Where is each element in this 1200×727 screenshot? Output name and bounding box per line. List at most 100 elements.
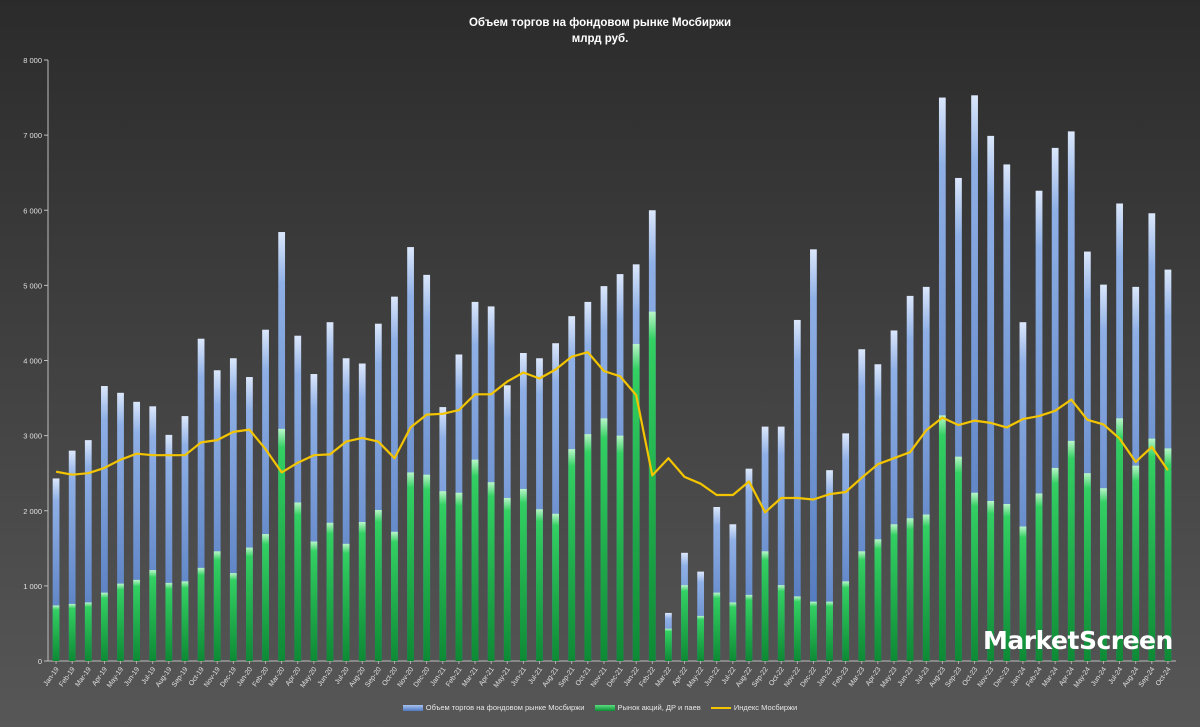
y-tick-label: 8 000 (23, 56, 42, 65)
bar-total-volume (229, 358, 237, 661)
bar-equities (294, 502, 302, 661)
bar-total-volume (52, 478, 60, 661)
bar-equities (793, 596, 801, 661)
bar-equities (971, 492, 978, 661)
watermark-logo: MarketScreen (983, 626, 1173, 655)
bar-equities (1083, 473, 1091, 661)
bar-equities (310, 541, 318, 661)
bar-total-volume (1019, 322, 1027, 661)
bar-equities (342, 543, 350, 661)
bar-total-volume (971, 95, 978, 662)
y-tick-label: 0 (38, 657, 42, 666)
bar-equities (536, 509, 543, 661)
legend-swatch-total-volume (402, 705, 423, 712)
bar-equities (181, 581, 189, 661)
legend-label-moex-index: Индекс Мосбиржи (733, 703, 798, 712)
bar-equities (519, 488, 527, 661)
y-tick-label: 3 000 (23, 432, 42, 441)
bar-total-volume (358, 363, 366, 661)
line-moex-index (55, 351, 1169, 514)
bar-equities (455, 492, 463, 661)
bar-equities (955, 456, 962, 661)
bar-equities (278, 428, 286, 661)
bar-equities (326, 522, 334, 661)
bar-equities (407, 472, 414, 661)
bar-equities (874, 539, 882, 661)
bar-total-volume (101, 386, 108, 661)
bar-equities (1003, 503, 1011, 661)
bar-equities (842, 581, 850, 661)
bar-equities (922, 514, 930, 661)
legend-item-total-volume: Объем торгов на фондовом рынке Мосбиржи (402, 703, 584, 712)
bar-equities (697, 615, 705, 661)
bar-equities (648, 311, 656, 661)
bar-total-volume (874, 364, 882, 661)
bar-equities (632, 343, 640, 661)
bar-total-volume (890, 330, 898, 661)
chart-subtitle: млрд руб. (571, 33, 629, 45)
bar-total-volume (761, 426, 769, 661)
bar-equities (487, 482, 495, 661)
bar-equities (745, 594, 753, 661)
chart-title: Объем торгов на фондовом рынке Мосбиржи (468, 17, 732, 29)
bar-equities (729, 602, 737, 661)
bar-total-volume (938, 97, 946, 661)
bar-equities (1116, 418, 1123, 661)
bar-equities (149, 570, 157, 661)
bar-total-volume (729, 524, 737, 661)
bar-total-volume (310, 374, 318, 661)
bar-total-volume (922, 286, 930, 661)
bar-total-volume (826, 470, 833, 661)
bar-equities (890, 524, 898, 661)
bar-total-volume (552, 343, 559, 661)
bar-total-volume (117, 392, 124, 661)
bar-equities (423, 474, 431, 661)
bar-total-volume (1003, 164, 1011, 661)
bar-equities (68, 603, 76, 661)
bar-total-volume (987, 135, 995, 662)
y-tick-label: 2 000 (23, 507, 42, 516)
bar-total-volume (407, 247, 414, 661)
bar-total-volume (955, 177, 962, 662)
bar-equities (777, 585, 785, 661)
y-tick-label: 7 000 (23, 131, 42, 140)
bar-equities (1051, 467, 1059, 661)
bar-equities (52, 605, 60, 661)
y-tick-label: 5 000 (23, 281, 42, 290)
bar-total-volume (906, 295, 914, 661)
bar-total-volume (342, 358, 350, 661)
bar-equities (665, 628, 672, 661)
bar-equities (471, 459, 479, 661)
legend-item-moex-index: Индекс Мосбиржи (710, 703, 798, 712)
bar-equities (681, 585, 688, 661)
bar-equities (1132, 465, 1140, 661)
bar-equities (810, 601, 817, 661)
bar-total-volume (374, 323, 382, 661)
bar-equities (229, 573, 237, 661)
bar-equities (374, 509, 382, 661)
legend-item-equities: Рынок акций, ДР и паев (594, 703, 701, 712)
bar-total-volume (294, 335, 302, 661)
legend: Объем торгов на фондовом рынке Мосбиржи … (0, 703, 1200, 712)
bar-total-volume (1148, 213, 1156, 661)
bar-equities (84, 602, 92, 661)
bar-total-volume (423, 274, 431, 661)
bar-total-volume (181, 416, 189, 661)
bar-equities (906, 518, 914, 661)
bar-total-volume (68, 450, 76, 661)
bar-total-volume (1083, 251, 1091, 661)
bar-equities (391, 531, 398, 661)
bar-total-volume (842, 433, 850, 661)
bar-total-volume (1051, 147, 1059, 662)
bar-equities (761, 551, 769, 661)
bar-total-volume (149, 406, 157, 661)
bar-equities (439, 491, 447, 661)
bar-equities (165, 582, 173, 661)
y-tick-label: 6 000 (23, 206, 42, 215)
bar-total-volume (246, 377, 253, 661)
bar-total-volume (1067, 131, 1075, 661)
bar-equities (858, 551, 866, 661)
bar-equities (197, 567, 205, 661)
bar-equities (987, 500, 995, 661)
